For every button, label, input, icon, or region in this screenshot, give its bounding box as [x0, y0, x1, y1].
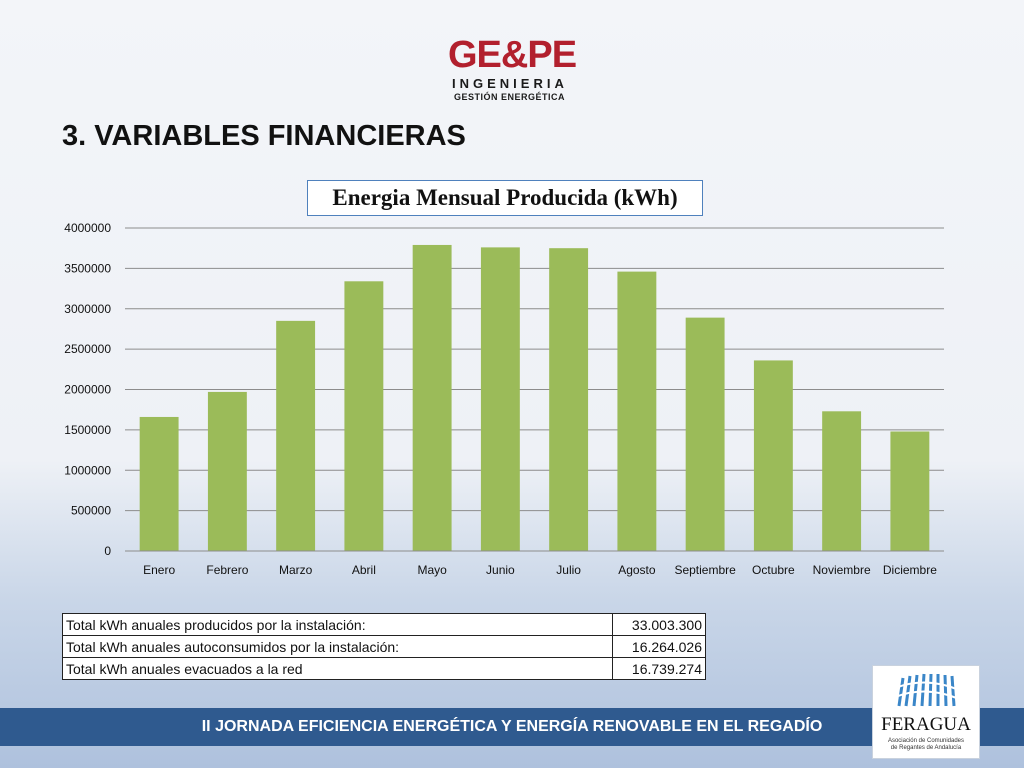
summary-table: Total kWh anuales producidos por la inst…: [62, 613, 706, 680]
feragua-emblem-icon: [894, 673, 960, 707]
x-tick-label: Febrero: [206, 563, 248, 577]
x-tick-label: Julio: [556, 563, 581, 577]
y-tick-label: 2000000: [64, 383, 111, 397]
feragua-sub-line2: de Regantes de Andalucía: [890, 745, 962, 751]
summary-label: Total kWh anuales autoconsumidos por la …: [62, 635, 613, 658]
x-tick-label: Junio: [486, 563, 515, 577]
logo-line2: GESTIÓN ENERGÉTICA: [454, 92, 566, 102]
bar: [480, 247, 520, 551]
x-tick-label: Octubre: [752, 563, 795, 577]
feragua-name: FERAGUA: [881, 714, 971, 735]
bar: [207, 391, 247, 551]
y-tick-label: 500000: [71, 504, 111, 518]
bar: [549, 248, 589, 551]
table-row: Total kWh anuales evacuados a la red 16.…: [62, 657, 706, 680]
chart-title-box: Energia Mensual Producida (kWh): [307, 180, 703, 216]
footer-band: II JORNADA EFICIENCIA ENERGÉTICA Y ENERG…: [0, 708, 1024, 746]
x-tick-label: Marzo: [279, 563, 313, 577]
bar: [822, 411, 862, 551]
logo-line1: INGENIERIA: [452, 76, 568, 91]
x-tick-label: Noviembre: [813, 563, 871, 577]
x-tick-label: Septiembre: [674, 563, 736, 577]
bar: [685, 317, 725, 551]
x-tick-label: Enero: [143, 563, 175, 577]
y-tick-label: 2500000: [64, 342, 111, 356]
y-tick-label: 0: [104, 544, 111, 558]
x-tick-label: Diciembre: [883, 563, 937, 577]
y-tick-label: 1000000: [64, 463, 111, 477]
table-row: Total kWh anuales autoconsumidos por la …: [62, 635, 706, 658]
chart-title: Energia Mensual Producida (kWh): [332, 185, 678, 210]
bar: [890, 431, 930, 551]
bar: [617, 271, 657, 551]
bar: [412, 244, 452, 551]
y-tick-label: 4000000: [64, 221, 111, 235]
x-tick-label: Mayo: [417, 563, 447, 577]
summary-value: 16.264.026: [612, 635, 706, 658]
y-tick-label: 3500000: [64, 261, 111, 275]
logo-mark: GE&PE: [448, 34, 577, 76]
bar: [139, 416, 179, 551]
y-tick-label: 3000000: [64, 302, 111, 316]
bar: [344, 281, 384, 551]
footer-text: II JORNADA EFICIENCIA ENERGÉTICA Y ENERG…: [201, 718, 823, 735]
summary-value: 33.003.300: [612, 613, 706, 636]
feragua-logo: FERAGUA Asociación de Comunidades de Reg…: [872, 665, 980, 759]
summary-label: Total kWh anuales producidos por la inst…: [62, 613, 613, 636]
summary-value: 16.739.274: [612, 657, 706, 680]
page-title: 3. VARIABLES FINANCIERAS: [62, 120, 466, 152]
y-tick-label: 1500000: [64, 423, 111, 437]
summary-label: Total kWh anuales evacuados a la red: [62, 657, 613, 680]
x-tick-label: Abril: [352, 563, 376, 577]
bar-chart: 0 500000 1000000 1500000 2000000 2500000 30000…: [64, 221, 944, 577]
gepe-logo: GE&PE INGENIERIA GESTIÓN ENERGÉTICA: [448, 36, 588, 106]
feragua-subtitle: Asociación de Comunidades de Regantes de…: [873, 738, 979, 752]
bar: [753, 360, 793, 551]
x-tick-label: Agosto: [618, 563, 656, 577]
table-row: Total kWh anuales producidos por la inst…: [62, 613, 706, 636]
feragua-sub-line1: Asociación de Comunidades: [887, 738, 965, 744]
bar: [276, 320, 316, 551]
